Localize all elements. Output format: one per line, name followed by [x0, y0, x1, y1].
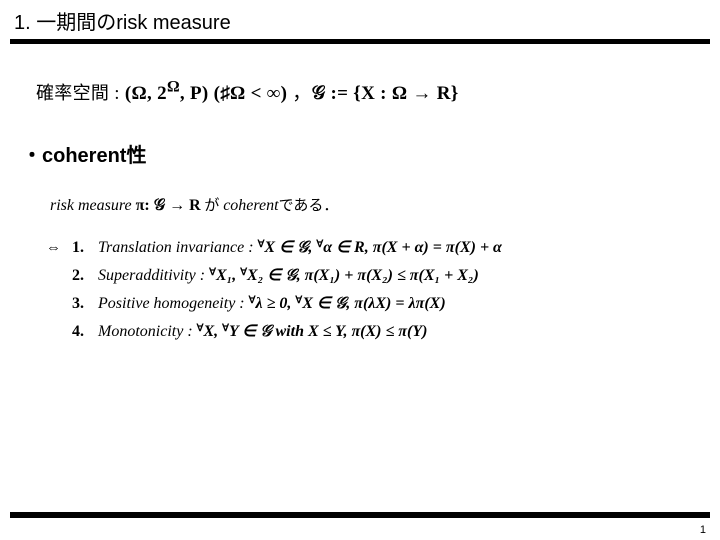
prob-space-sup: Ω [167, 79, 180, 96]
section-title: 1. 一期間のrisk measure [0, 0, 720, 39]
prob-space-label: 確率空間 [36, 83, 109, 103]
axiom-row: ⇔ 1. Translation invariance : ∀X ∈ 𝒢, ∀α… [46, 237, 720, 257]
axiom-name: Positive homogeneity : [98, 295, 249, 312]
axiom-body: X, [203, 323, 222, 340]
axiom-list: ⇔ 1. Translation invariance : ∀ X ∈ 𝒢, ∀ α… [0, 215, 720, 341]
colon: : [109, 83, 125, 104]
axiom-row: 3. Positive homogeneity : ∀λ ≥ 0, ∀X ∈ 𝒢… [46, 293, 720, 313]
axiom-number: 2. [72, 267, 90, 285]
page-number: 1 [700, 524, 706, 536]
forall-sup: ∀ [209, 267, 216, 278]
def-b: が [201, 198, 224, 214]
forall-sup: ∀ [240, 267, 247, 278]
risk-measure-def-line: risk measure π: 𝒢 → R が coherentである． [0, 168, 720, 215]
axiom-number: 4. [72, 323, 90, 341]
coherent-heading: ・coherent性 [0, 105, 720, 168]
axiom-body: X₁, [216, 267, 240, 284]
axiom-body: X ∈ 𝒢, π(λX) = λπ(X) [302, 295, 445, 312]
def-c: coherent [223, 197, 278, 214]
def-pi: π: 𝒢 → R [136, 197, 201, 214]
axiom-body: α ∈ R, π(X + α) = π(X) + α [323, 239, 502, 256]
axiom-name: Superadditivity : [98, 267, 209, 284]
axiom-name: Translation invariance : [98, 239, 258, 256]
prob-space-expr-a: (Ω, 2 [125, 83, 167, 104]
axiom-body: λ ≥ 0, [255, 295, 295, 312]
axiom-body: X ∈ 𝒢, [264, 239, 316, 256]
g-definition: 𝒢 := {X : Ω → R} [312, 83, 459, 104]
axiom-row: 4. Monotonicity : ∀X, ∀Y ∈ 𝒢 with X ≤ Y,… [46, 321, 720, 341]
axiom-name: Monotonicity : [98, 323, 197, 340]
axiom-number: 1. [72, 239, 90, 257]
footer-rule [10, 512, 710, 518]
prob-space-expr-b: , P) (♯Ω < ∞) [180, 83, 292, 104]
iff-symbol: ⇔ [46, 240, 64, 257]
axiom-row: 2. Superadditivity : ∀X₁, ∀X₂ ∈ 𝒢, π(X₁)… [46, 265, 720, 285]
axiom-body: Y ∈ 𝒢 with X ≤ Y, π(X) ≤ π(Y) [229, 323, 427, 340]
probability-space-line: 確率空間 : (Ω, 2Ω, P) (♯Ω < ∞) ，𝒢 := {X : Ω … [0, 44, 720, 105]
axiom-number: 3. [72, 295, 90, 313]
def-a: risk measure [50, 197, 136, 214]
forall-sup: ∀ [222, 323, 229, 334]
def-d: である． [279, 198, 339, 214]
comma: ， [292, 83, 311, 104]
axiom-body: X₂ ∈ 𝒢, π(X₁) + π(X₂) ≤ π(X₁ + X₂) [247, 267, 479, 284]
